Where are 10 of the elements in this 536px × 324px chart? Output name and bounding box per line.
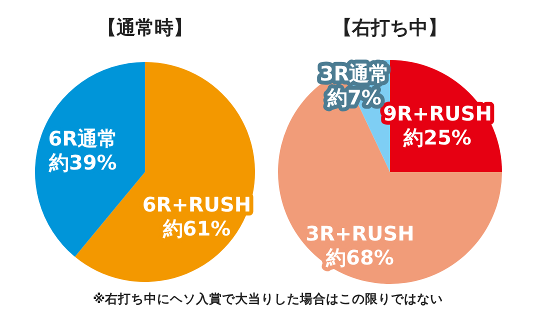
- data-label: 約61%: [162, 216, 231, 241]
- data-label: 約39%: [48, 150, 117, 175]
- slice-label: 6R通常: [48, 126, 118, 151]
- chart-title: 【右打ち中】: [333, 17, 447, 39]
- text: ※右打ち中にヘソ入賞で大当りした場合はこの限りではない: [92, 291, 444, 306]
- slice-label: 3R+RUSH: [306, 221, 414, 246]
- slice-label: 6R+RUSH: [142, 192, 252, 217]
- data-label: 約25%: [402, 125, 472, 150]
- data-label: 約68%: [325, 245, 394, 270]
- chart-title: 【通常時】: [98, 17, 192, 39]
